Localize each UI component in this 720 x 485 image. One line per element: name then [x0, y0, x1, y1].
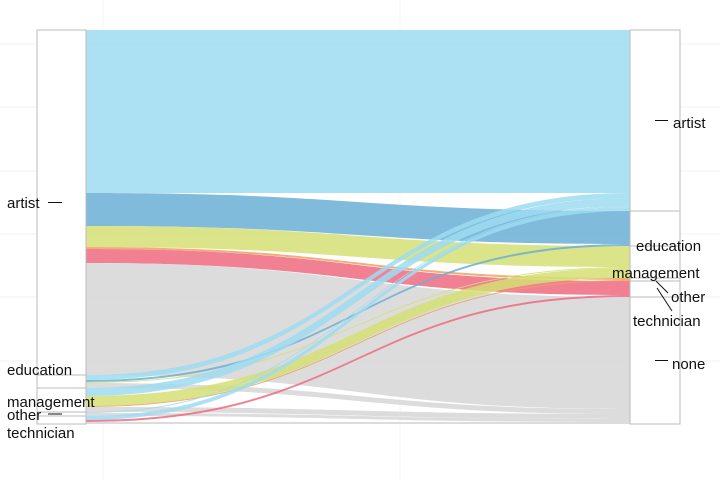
left-label-management: management [7, 394, 95, 411]
right-label-education: education [636, 238, 701, 255]
flow-education-to-management [86, 267, 630, 383]
right-label-other: other [671, 289, 705, 306]
flow-management-to-management [86, 268, 630, 406]
flow-technician-to-technician [86, 295, 630, 422]
strata [36, 29, 681, 425]
label-leader [656, 287, 673, 312]
stratum-labels: artisteducationmanagementothertechnician… [7, 115, 706, 442]
flow-other-to-none [86, 413, 630, 422]
right-label-technician: technician [633, 313, 701, 330]
right-stratum-education [629, 210, 681, 247]
flow-management-to-artist [86, 198, 630, 396]
left-label-technician: technician [7, 425, 75, 442]
left-label-other: other [7, 407, 41, 424]
flow-technician-to-none [86, 422, 630, 424]
flow-artist-to-management [86, 226, 630, 267]
flow-management-to-other [86, 280, 630, 407]
flow-management-to-none [86, 407, 630, 419]
left-stratum-technician [36, 415, 87, 425]
flow-artist-to-other [86, 247, 630, 280]
right-label-artist: artist [673, 115, 706, 132]
flow-other-to-artist [86, 206, 630, 413]
left-label-education: education [7, 362, 72, 379]
right-label-management: management [612, 265, 700, 282]
label-leader [655, 280, 669, 294]
right-label-none: none [672, 356, 705, 373]
flow-education-to-artist [86, 193, 630, 380]
flows [86, 30, 630, 424]
left-label-artist: artist [7, 195, 40, 212]
flow-technician-to-artist [86, 207, 630, 420]
flow-artist-to-artist [86, 30, 630, 193]
